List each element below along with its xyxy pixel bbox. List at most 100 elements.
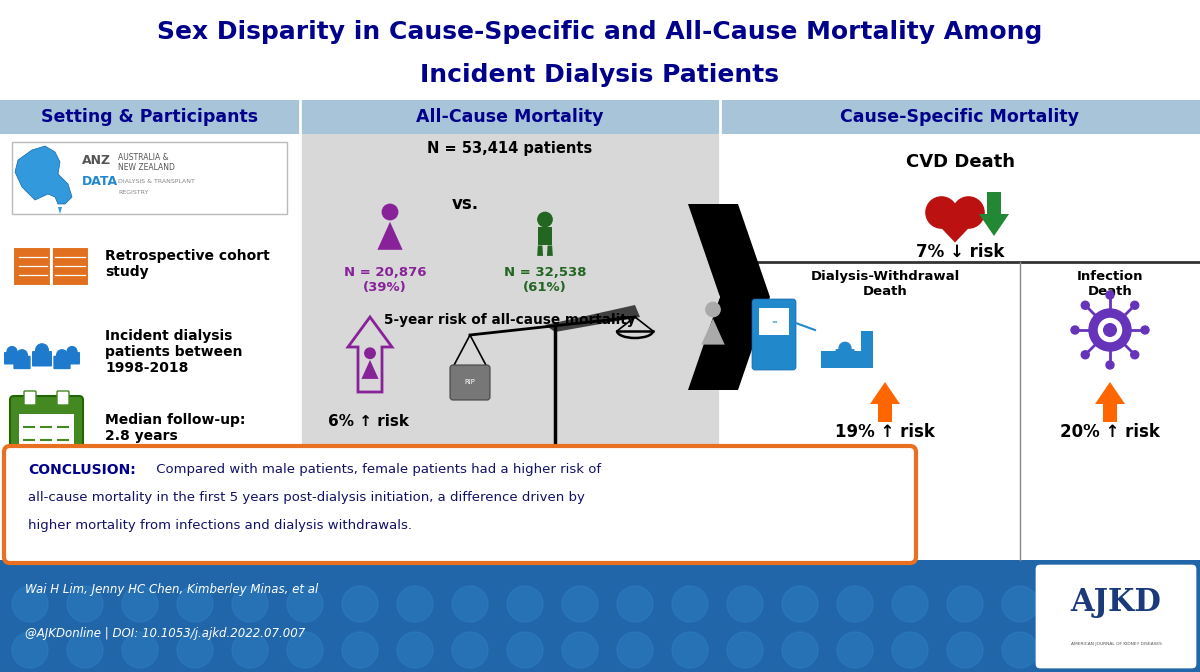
Text: CONCLUSION:: CONCLUSION: xyxy=(28,463,136,477)
Text: Incident Dialysis Patients: Incident Dialysis Patients xyxy=(420,63,780,87)
FancyBboxPatch shape xyxy=(538,227,552,245)
FancyBboxPatch shape xyxy=(53,355,71,369)
FancyBboxPatch shape xyxy=(760,308,790,335)
Polygon shape xyxy=(58,207,62,214)
FancyBboxPatch shape xyxy=(58,391,70,405)
Polygon shape xyxy=(377,222,403,250)
Circle shape xyxy=(782,632,818,668)
Circle shape xyxy=(12,586,48,622)
Polygon shape xyxy=(926,212,984,243)
Circle shape xyxy=(342,632,378,668)
Circle shape xyxy=(727,632,763,668)
Text: Wai H Lim, Jenny HC Chen, Kimberley Minas, et al: Wai H Lim, Jenny HC Chen, Kimberley Mina… xyxy=(25,583,318,597)
Text: Setting & Participants: Setting & Participants xyxy=(42,108,258,126)
Circle shape xyxy=(617,586,653,622)
FancyBboxPatch shape xyxy=(752,299,796,370)
FancyBboxPatch shape xyxy=(10,396,83,456)
Polygon shape xyxy=(870,382,900,422)
Circle shape xyxy=(56,350,67,360)
Text: =: = xyxy=(772,319,776,325)
Circle shape xyxy=(1090,309,1132,351)
Circle shape xyxy=(892,632,928,668)
Text: 5-year risk of all-cause mortality: 5-year risk of all-cause mortality xyxy=(384,313,636,327)
Text: AJKD: AJKD xyxy=(1070,587,1162,618)
Circle shape xyxy=(562,586,598,622)
Polygon shape xyxy=(547,245,553,256)
Text: 20% ↑ risk: 20% ↑ risk xyxy=(1060,423,1160,441)
Text: NEW ZEALAND: NEW ZEALAND xyxy=(118,163,175,173)
Text: Sex Disparity in Cause-Specific and All-Cause Mortality Among: Sex Disparity in Cause-Specific and All-… xyxy=(157,20,1043,44)
Circle shape xyxy=(397,632,433,668)
Text: Infection
Death: Infection Death xyxy=(1076,270,1144,298)
FancyBboxPatch shape xyxy=(0,0,1200,100)
Text: N = 53,414 patients: N = 53,414 patients xyxy=(427,140,593,155)
Polygon shape xyxy=(14,146,72,204)
Circle shape xyxy=(36,344,48,357)
Circle shape xyxy=(617,632,653,668)
Polygon shape xyxy=(979,192,1009,236)
Circle shape xyxy=(1002,586,1038,622)
Circle shape xyxy=(397,586,433,622)
Circle shape xyxy=(178,632,214,668)
FancyBboxPatch shape xyxy=(12,142,287,214)
Text: Median follow-up:
2.8 years: Median follow-up: 2.8 years xyxy=(106,413,245,443)
Circle shape xyxy=(12,632,48,668)
Polygon shape xyxy=(545,305,640,332)
Polygon shape xyxy=(520,499,590,517)
Circle shape xyxy=(452,586,488,622)
Text: Compared with male patients, female patients had a higher risk of: Compared with male patients, female pati… xyxy=(152,464,601,476)
Circle shape xyxy=(17,350,28,360)
Text: higher mortality from infections and dialysis withdrawals.: higher mortality from infections and dia… xyxy=(28,519,412,532)
FancyBboxPatch shape xyxy=(13,247,50,286)
Circle shape xyxy=(178,586,214,622)
Polygon shape xyxy=(701,319,725,345)
FancyBboxPatch shape xyxy=(64,352,80,364)
Text: All-Cause Mortality: All-Cause Mortality xyxy=(416,108,604,126)
Circle shape xyxy=(782,586,818,622)
Text: Cause-Specific Mortality: Cause-Specific Mortality xyxy=(840,108,1080,126)
Circle shape xyxy=(1098,319,1122,341)
Circle shape xyxy=(727,586,763,622)
Text: Dialysis-Withdrawal
Death: Dialysis-Withdrawal Death xyxy=(810,270,960,298)
Circle shape xyxy=(508,632,542,668)
Circle shape xyxy=(365,348,376,358)
Text: CVD Death: CVD Death xyxy=(906,153,1014,171)
Circle shape xyxy=(1106,291,1114,299)
Text: REGISTRY: REGISTRY xyxy=(118,190,149,194)
FancyBboxPatch shape xyxy=(24,391,36,405)
Text: N = 32,538
(61%): N = 32,538 (61%) xyxy=(504,266,587,294)
Circle shape xyxy=(287,586,323,622)
Text: DIALYSIS & TRANSPLANT: DIALYSIS & TRANSPLANT xyxy=(118,179,194,185)
Text: all-cause mortality in the first 5 years post-dialysis initiation, a difference : all-cause mortality in the first 5 years… xyxy=(28,491,584,505)
Circle shape xyxy=(706,302,720,317)
FancyBboxPatch shape xyxy=(862,331,872,368)
Circle shape xyxy=(1130,351,1139,359)
Circle shape xyxy=(232,586,268,622)
Circle shape xyxy=(342,586,378,622)
Circle shape xyxy=(947,632,983,668)
Circle shape xyxy=(838,586,874,622)
Text: RIP: RIP xyxy=(464,379,475,385)
FancyBboxPatch shape xyxy=(4,352,20,364)
Polygon shape xyxy=(688,204,770,390)
Text: @AJKDonline | DOI: 10.1053/j.ajkd.2022.07.007: @AJKDonline | DOI: 10.1053/j.ajkd.2022.0… xyxy=(25,628,305,640)
FancyBboxPatch shape xyxy=(300,134,720,560)
Circle shape xyxy=(122,586,158,622)
FancyBboxPatch shape xyxy=(0,560,1200,672)
Circle shape xyxy=(538,212,552,226)
Circle shape xyxy=(232,632,268,668)
Circle shape xyxy=(1002,632,1038,668)
Polygon shape xyxy=(1096,382,1126,422)
FancyBboxPatch shape xyxy=(835,349,854,364)
Text: 6% ↑ risk: 6% ↑ risk xyxy=(328,415,409,429)
FancyBboxPatch shape xyxy=(4,446,916,563)
Circle shape xyxy=(1072,326,1079,334)
Circle shape xyxy=(892,586,928,622)
Circle shape xyxy=(1104,324,1116,336)
Circle shape xyxy=(839,342,851,354)
Text: AUSTRALIA &: AUSTRALIA & xyxy=(118,153,169,161)
Circle shape xyxy=(838,632,874,668)
Circle shape xyxy=(508,586,542,622)
FancyBboxPatch shape xyxy=(52,247,89,286)
Circle shape xyxy=(562,632,598,668)
